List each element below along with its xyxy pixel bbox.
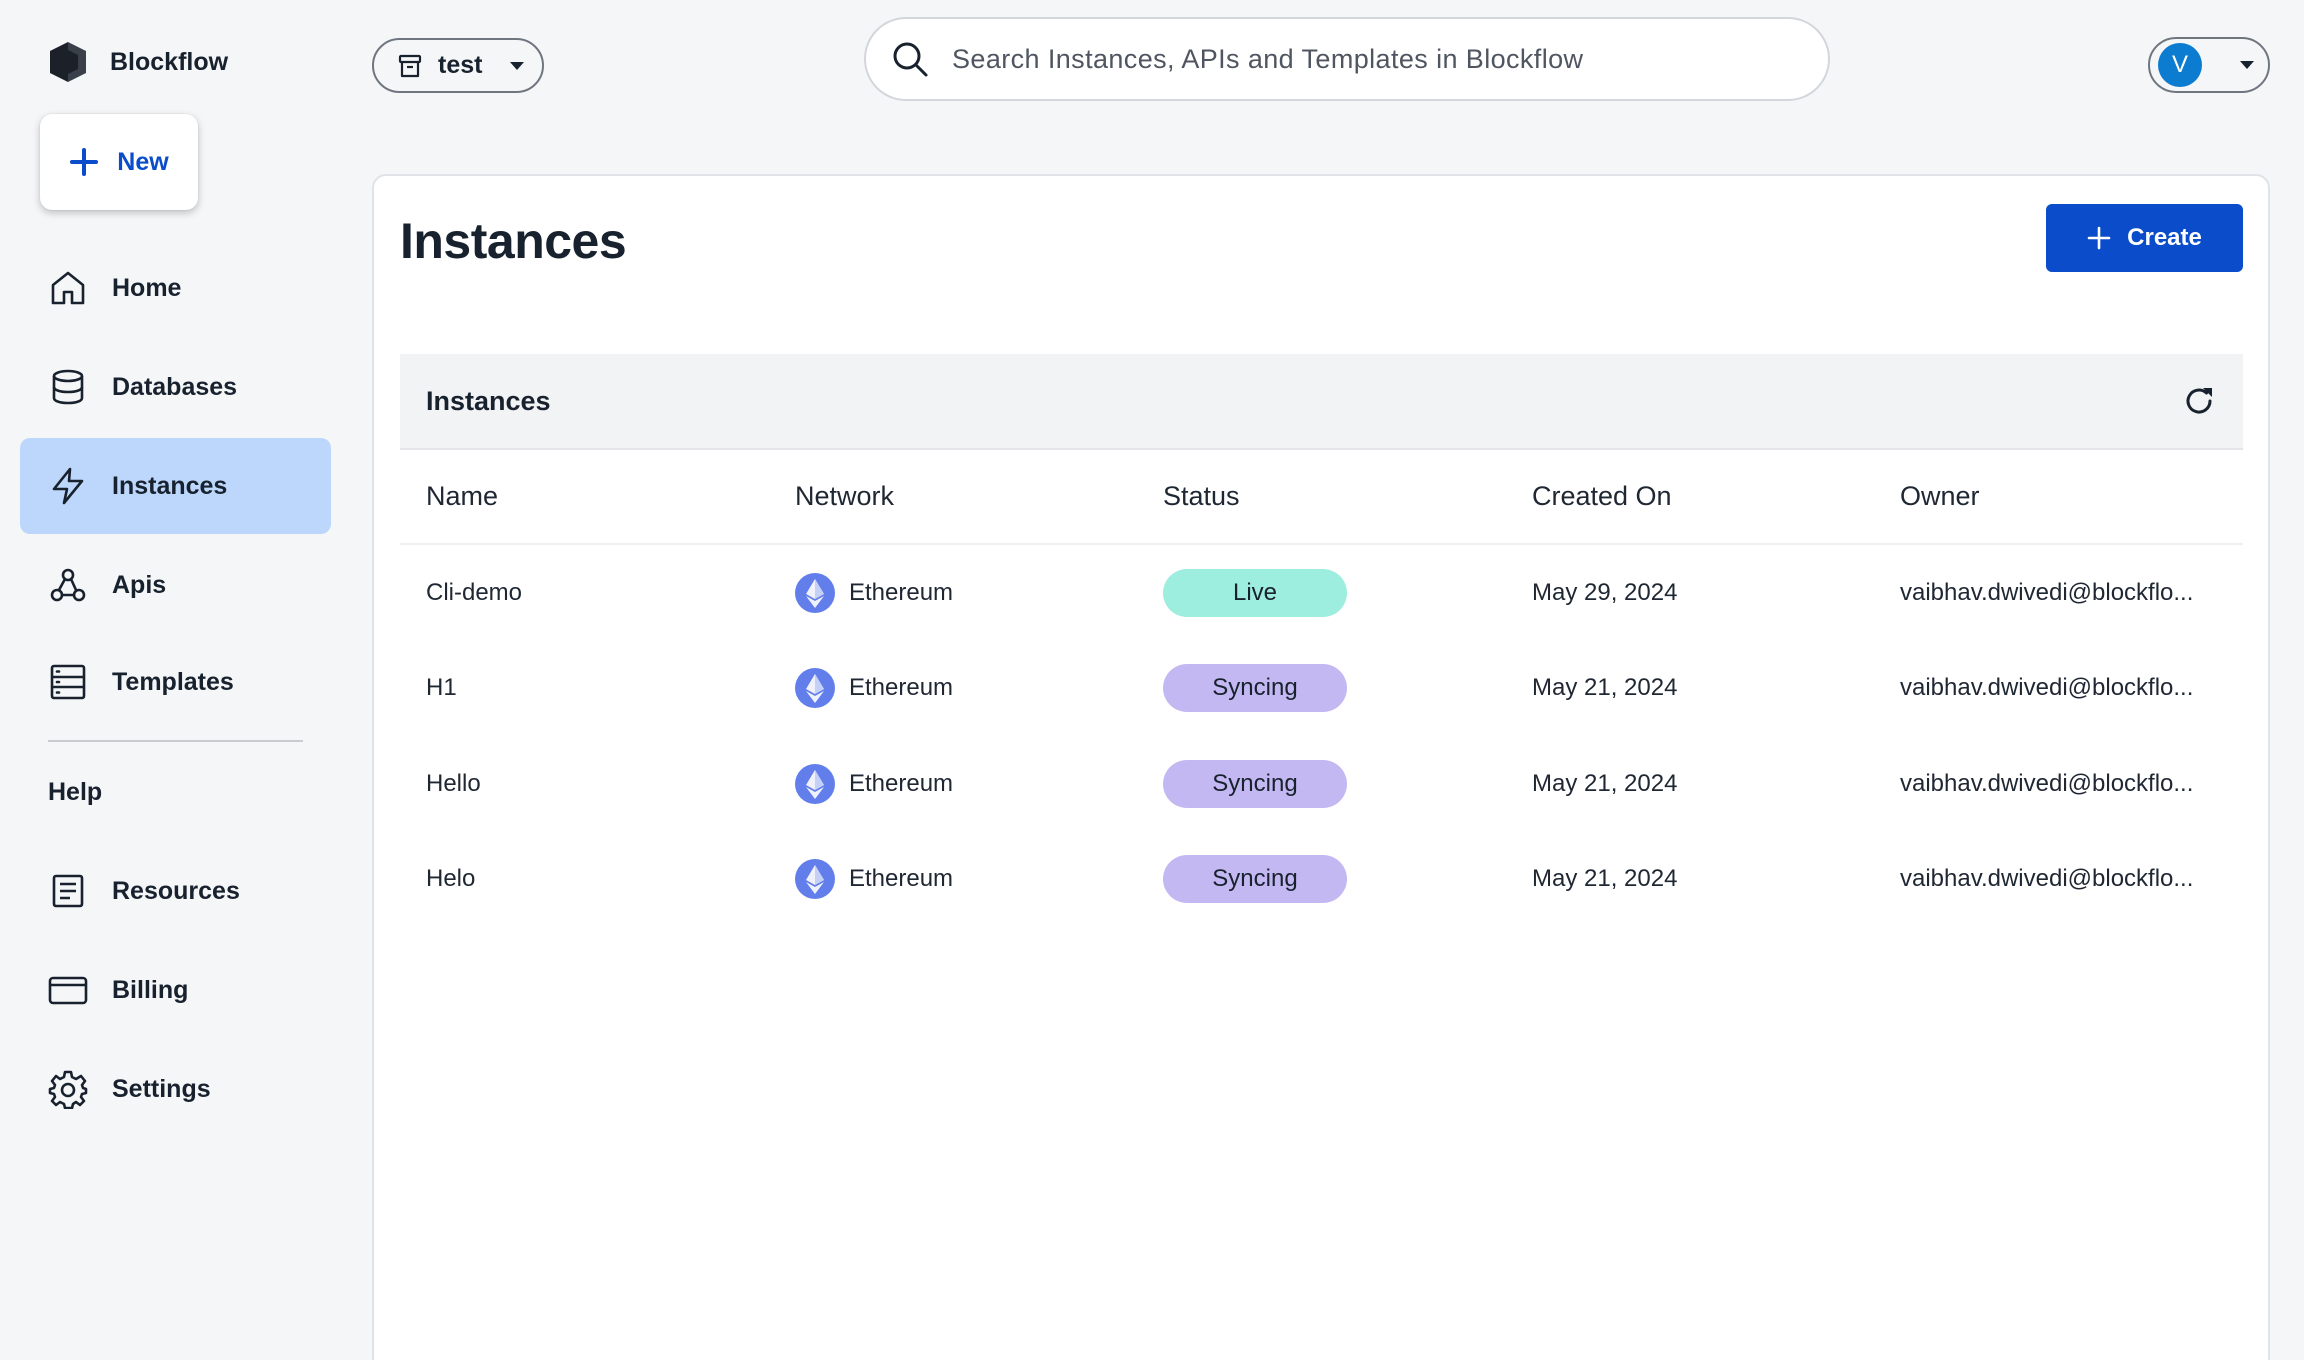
status-cell: Live: [1137, 568, 1506, 617]
created-on: May 29, 2024: [1532, 578, 1678, 606]
table-row[interactable]: Cli-demo Ethereum Live May 29, 2024 vaib…: [400, 545, 2243, 641]
column-header-status[interactable]: Status: [1163, 481, 1240, 511]
new-button-label: New: [117, 147, 169, 176]
instance-name[interactable]: Helo: [426, 865, 476, 893]
ethereum-icon: [795, 859, 835, 900]
ethereum-icon: [795, 668, 835, 709]
sidebar-item-apis[interactable]: Apis: [20, 537, 331, 633]
sidebar-item-templates[interactable]: Templates: [20, 634, 331, 730]
sidebar-item-label: Instances: [112, 471, 228, 500]
network-cell: Ethereum: [769, 572, 1137, 613]
ethereum-icon: [795, 763, 835, 804]
column-header-created-on[interactable]: Created On: [1532, 481, 1672, 511]
instances-table: Instances Name Network Status Created On…: [400, 354, 2243, 927]
table-row[interactable]: Hello Ethereum Syncing May 21, 2024 vaib…: [400, 736, 2243, 832]
database-icon: [52, 369, 84, 405]
network-cell: Ethereum: [769, 668, 1137, 709]
page-title: Instances: [400, 213, 627, 269]
sidebar-item-billing[interactable]: Billing: [20, 942, 331, 1038]
chevron-down-icon: [510, 61, 525, 70]
sidebar-item-label: Billing: [112, 975, 189, 1004]
project-selector[interactable]: test: [372, 38, 544, 93]
ethereum-icon: [795, 572, 835, 613]
blockflow-logo-icon: [50, 42, 86, 82]
sidebar-item-label: Apis: [112, 570, 167, 599]
new-button[interactable]: New: [40, 114, 198, 210]
column-header-row: Name Network Status Created On Owner: [400, 450, 2243, 545]
instances-card: Instances Create Instances Name Network …: [372, 174, 2270, 1360]
sidebar-item-instances[interactable]: Instances: [20, 438, 331, 534]
network-cell: Ethereum: [769, 763, 1137, 804]
sidebar-item-settings[interactable]: Settings: [20, 1041, 331, 1137]
instance-name[interactable]: Hello: [426, 769, 481, 797]
user-menu[interactable]: V: [2148, 37, 2270, 93]
table-row[interactable]: Helo Ethereum Syncing May 21, 2024 vaibh…: [400, 832, 2243, 928]
table-header-bar: Instances: [400, 354, 2243, 450]
gear-icon: [48, 1070, 88, 1109]
instance-name[interactable]: Cli-demo: [426, 578, 523, 606]
network-name: Ethereum: [849, 865, 954, 893]
status-cell: Syncing: [1137, 855, 1506, 904]
owner-email: vaibhav.dwivedi@blockflo...: [1900, 674, 2194, 702]
sidebar-item-databases[interactable]: Databases: [20, 339, 331, 435]
search-icon: [893, 42, 928, 77]
sidebar-item-resources[interactable]: Resources: [20, 843, 331, 939]
lightning-icon: [52, 467, 84, 505]
document-icon: [52, 874, 84, 908]
home-icon: [51, 271, 85, 305]
app-name: Blockflow: [110, 47, 229, 76]
column-header-name[interactable]: Name: [426, 481, 499, 511]
refresh-icon[interactable]: [2181, 383, 2217, 419]
status-badge: Syncing: [1163, 759, 1347, 808]
sidebar-item-label: Templates: [112, 667, 234, 696]
status-cell: Syncing: [1137, 664, 1506, 713]
create-button-label: Create: [2127, 224, 2202, 251]
column-header-network[interactable]: Network: [795, 481, 895, 511]
brand[interactable]: Blockflow: [46, 40, 228, 84]
owner-email: vaibhav.dwivedi@blockflo...: [1900, 865, 2194, 893]
status-cell: Syncing: [1137, 759, 1506, 808]
created-on: May 21, 2024: [1532, 865, 1678, 893]
archive-box-icon: [398, 54, 422, 77]
sidebar-item-label: Settings: [112, 1074, 211, 1103]
created-on: May 21, 2024: [1532, 674, 1678, 702]
avatar: V: [2158, 43, 2202, 87]
column-header-owner[interactable]: Owner: [1900, 481, 1980, 511]
project-name: test: [438, 51, 483, 79]
owner-email: vaibhav.dwivedi@blockflo...: [1900, 578, 2194, 606]
search-input[interactable]: [952, 43, 1772, 75]
network-name: Ethereum: [849, 769, 954, 797]
sidebar-item-label: Home: [112, 273, 182, 302]
webhook-icon: [50, 568, 86, 602]
status-badge: Syncing: [1163, 855, 1347, 904]
created-on: May 21, 2024: [1532, 769, 1678, 797]
network-name: Ethereum: [849, 578, 954, 606]
chevron-down-icon: [2240, 61, 2254, 69]
table-row[interactable]: H1 Ethereum Syncing May 21, 2024 vaibhav…: [400, 641, 2243, 737]
table-title: Instances: [426, 385, 551, 416]
network-name: Ethereum: [849, 674, 954, 702]
server-icon: [50, 664, 86, 700]
credit-card-icon: [48, 976, 88, 1005]
create-button[interactable]: Create: [2046, 204, 2243, 272]
status-badge: Live: [1163, 568, 1347, 617]
plus-icon: [2087, 226, 2111, 250]
sidebar-divider: [48, 740, 303, 742]
sidebar-item-label: Resources: [112, 876, 240, 905]
owner-email: vaibhav.dwivedi@blockflo...: [1900, 769, 2194, 797]
plus-icon: [70, 148, 99, 176]
status-badge: Syncing: [1163, 664, 1347, 713]
sidebar: Blockflow New Home Databases Instances: [0, 0, 350, 1360]
sidebar-item-label: Databases: [112, 372, 238, 401]
help-section-label: Help: [48, 778, 103, 806]
search-bar[interactable]: [864, 17, 1830, 101]
sidebar-item-home[interactable]: Home: [20, 240, 331, 336]
instance-name[interactable]: H1: [426, 674, 457, 702]
network-cell: Ethereum: [769, 859, 1137, 900]
